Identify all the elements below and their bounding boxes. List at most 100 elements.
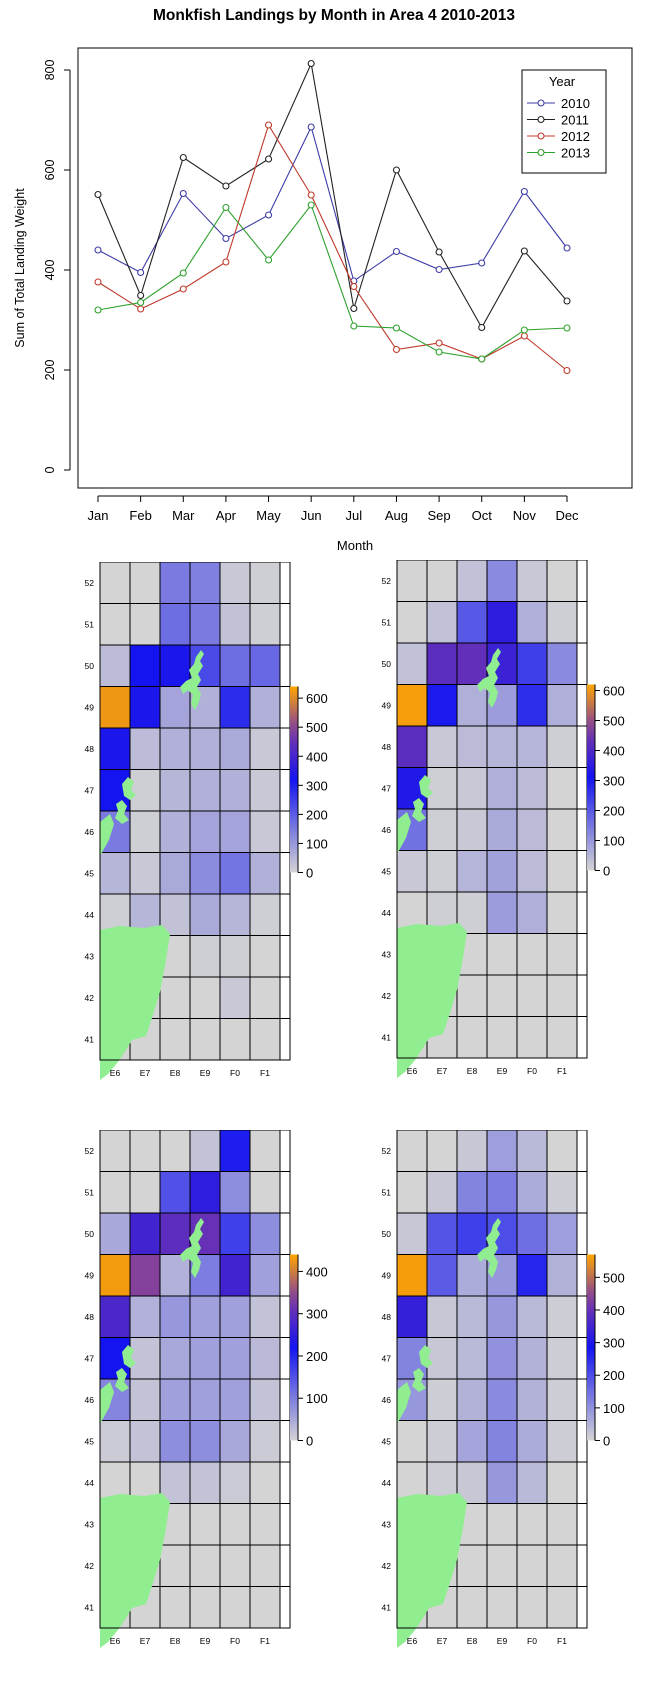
data-point-2011 <box>179 153 187 162</box>
heatmap-cell <box>219 893 251 936</box>
data-point-2013 <box>179 269 187 277</box>
map-y-tick-label: 47 <box>85 785 95 795</box>
heatmap-cell <box>219 1420 251 1463</box>
legend-label: 2013 <box>561 146 590 161</box>
heatmap-cell <box>486 933 518 976</box>
heatmap-empty-cell <box>576 1254 588 1297</box>
heatmap-cell <box>219 1130 251 1172</box>
map-panel-2: 52 51 50 49 48 47 46 45 44 43 42 41 E6 E7 E8 E9 F0 F1 0 100… <box>382 560 625 1078</box>
heatmap-empty-cell <box>279 1337 291 1380</box>
heatmap-empty-cell <box>279 976 291 1019</box>
heatmap-cell <box>486 1503 518 1546</box>
data-point-2013 <box>307 201 315 209</box>
map-x-tick-label: E8 <box>170 1068 181 1078</box>
heatmap-cell <box>486 1171 518 1214</box>
data-point-2012 <box>222 258 230 266</box>
heatmap-cell <box>129 769 161 812</box>
heatmap-empty-cell <box>279 769 291 812</box>
heatmap-empty-cell <box>576 891 588 934</box>
heatmap-cell <box>546 850 578 893</box>
heatmap-cell <box>426 808 458 851</box>
heatmap-cell <box>396 684 428 727</box>
data-point-2013 <box>392 324 401 332</box>
map-x-tick-label: F1 <box>260 1068 270 1078</box>
heatmap-empty-cell <box>279 727 291 770</box>
heatmap-cell <box>516 684 548 727</box>
heatmap-cell <box>249 1337 281 1380</box>
heatmap-cell <box>189 1586 221 1629</box>
land-shape <box>419 775 433 798</box>
heatmap-cell <box>546 1171 578 1214</box>
heatmap-empty-cell <box>279 1461 291 1504</box>
colorbar-tick-label: 100 <box>306 836 328 851</box>
heatmap-cell <box>486 1337 518 1380</box>
heatmap-cell <box>219 769 251 812</box>
map-y-tick-label: 44 <box>382 1478 392 1488</box>
series-2013 <box>94 201 571 363</box>
heatmap-cell <box>159 976 191 1019</box>
heatmap-cell <box>546 642 578 685</box>
heatmap-cell <box>516 725 548 768</box>
colorbar-tick-label: 0 <box>603 864 610 879</box>
heatmap-cell <box>159 1544 191 1587</box>
map-y-tick-label: 48 <box>85 744 95 754</box>
heatmap-cells <box>99 562 291 1061</box>
heatmap-cell <box>486 1295 518 1338</box>
map-x-tick-label: E7 <box>437 1066 448 1076</box>
data-point-2012 <box>179 285 187 293</box>
heatmap-cell <box>189 562 221 604</box>
heatmap-cell <box>249 769 281 812</box>
heatmap-cell <box>249 1254 281 1297</box>
heatmap-cell <box>546 1461 578 1504</box>
data-point-2011 <box>350 304 358 313</box>
heatmap-empty-cell <box>279 1586 291 1629</box>
colorbar-tick-label: 0 <box>306 866 313 881</box>
heatmap-cell <box>219 1586 251 1629</box>
data-point-2010 <box>179 189 187 198</box>
heatmap-cell <box>546 1544 578 1587</box>
data-point-2011 <box>137 291 145 300</box>
legend-swatch-marker <box>537 99 545 107</box>
heatmap-empty-cell <box>279 1503 291 1546</box>
data-point-2012 <box>137 305 145 313</box>
land-shape <box>100 814 114 856</box>
colorbar-tick-label: 500 <box>603 714 625 729</box>
heatmap-cell <box>426 642 458 685</box>
heatmap-cell <box>219 852 251 895</box>
map-y-tick-label: 42 <box>85 993 95 1003</box>
heatmap-cell <box>249 1212 281 1255</box>
map-y-tick-label: 49 <box>85 1270 95 1280</box>
heatmap-cell <box>249 935 281 978</box>
map-x-tick-label: E9 <box>497 1066 508 1076</box>
heatmap-cell <box>546 1503 578 1546</box>
heatmap-cell <box>249 686 281 729</box>
heatmap-cell <box>249 1420 281 1463</box>
map-y-tick-label: 50 <box>382 659 392 669</box>
data-point-2013 <box>350 322 358 330</box>
map-y-tick-label: 50 <box>382 1229 392 1239</box>
data-point-2011 <box>222 182 230 190</box>
map-x-tick-label: E6 <box>407 1066 418 1076</box>
map-x-tick-label: E9 <box>200 1636 211 1646</box>
heatmap-cell <box>159 810 191 853</box>
heatmap-cell <box>396 601 428 644</box>
map-y-tick-label: 46 <box>382 1395 392 1405</box>
y-tick-label: 600 <box>43 160 57 181</box>
colorbar-tick-label: 300 <box>603 774 625 789</box>
x-tick-label: Sep <box>428 508 451 523</box>
heatmap-cell <box>249 603 281 646</box>
colorbar-tick-label: 600 <box>306 691 328 706</box>
map-y-tick-label: 51 <box>382 1187 392 1197</box>
heatmap-cell <box>129 1254 161 1297</box>
legend-swatch-marker <box>537 148 545 157</box>
heatmap-cell <box>516 1503 548 1546</box>
heatmap-cell <box>129 1295 161 1338</box>
map-x-tick-label: E9 <box>497 1636 508 1646</box>
heatmap-empty-cell <box>576 1212 588 1255</box>
x-tick-label: Apr <box>216 508 237 523</box>
colorbar-tick-label: 400 <box>306 1264 328 1279</box>
colorbar-tick-label: 600 <box>603 684 625 699</box>
heatmap-cell <box>456 1130 488 1172</box>
heatmap-cell <box>486 560 518 602</box>
heatmap-empty-cell <box>279 893 291 936</box>
